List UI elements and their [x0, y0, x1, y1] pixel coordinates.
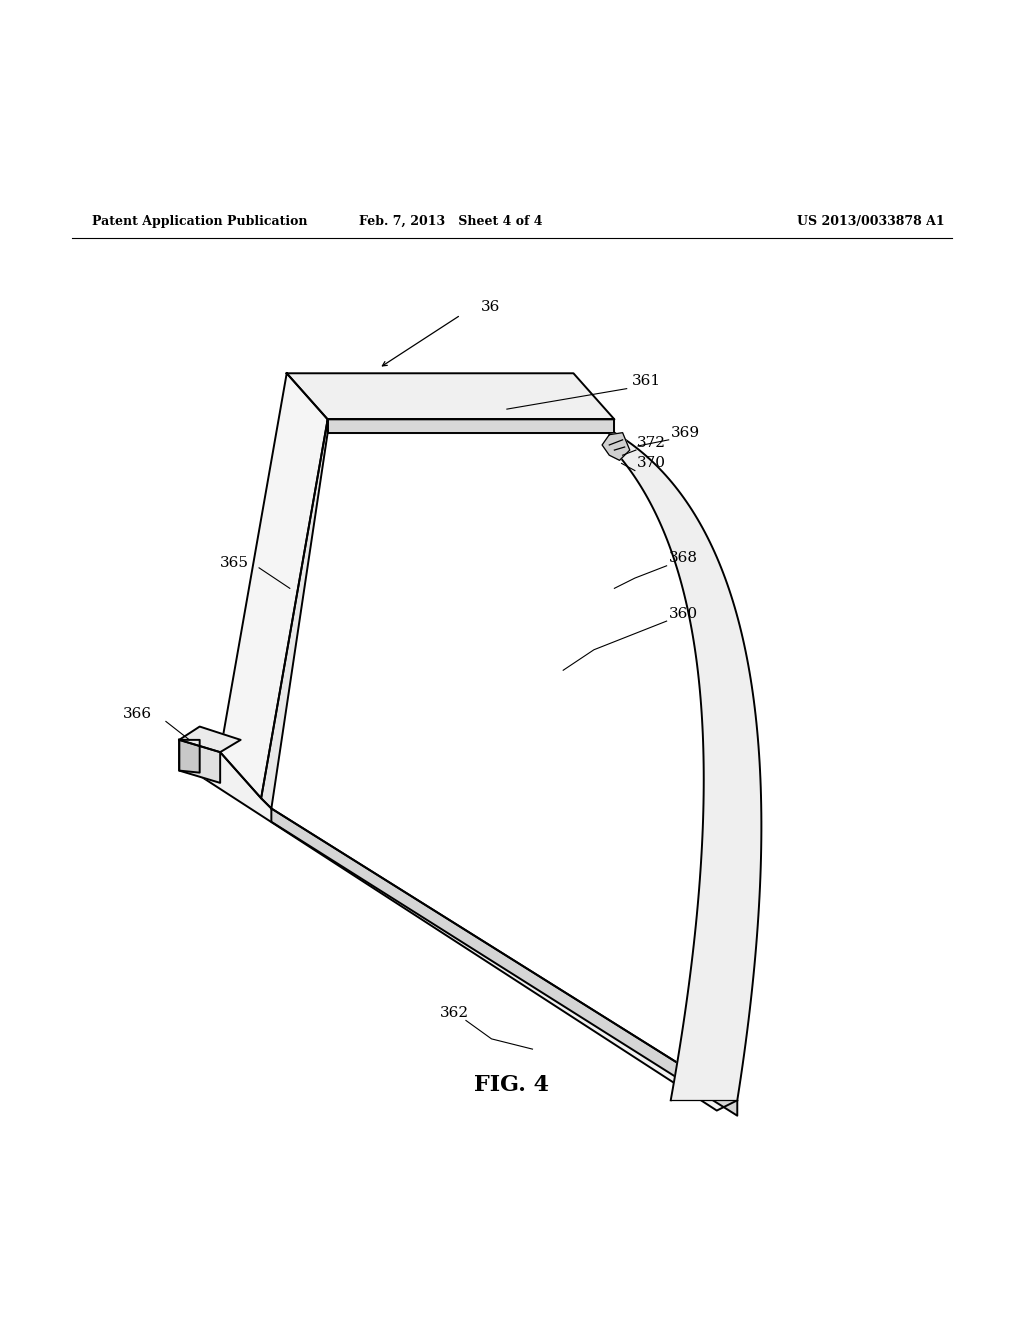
Text: FIG. 4: FIG. 4	[474, 1074, 550, 1096]
Text: 36: 36	[481, 300, 501, 314]
Text: 366: 366	[123, 708, 152, 721]
Text: US 2013/0033878 A1: US 2013/0033878 A1	[797, 215, 944, 228]
Text: 370: 370	[637, 457, 666, 470]
Text: 365: 365	[220, 556, 249, 570]
Polygon shape	[179, 752, 737, 1110]
Polygon shape	[220, 374, 328, 799]
Polygon shape	[328, 420, 614, 433]
Text: 369: 369	[671, 425, 699, 440]
Text: 362: 362	[440, 1006, 469, 1020]
Polygon shape	[179, 741, 200, 772]
Polygon shape	[287, 374, 614, 420]
Polygon shape	[271, 808, 737, 1115]
Text: 372: 372	[637, 436, 666, 450]
Text: Feb. 7, 2013   Sheet 4 of 4: Feb. 7, 2013 Sheet 4 of 4	[358, 215, 543, 228]
Text: 360: 360	[669, 607, 697, 620]
Polygon shape	[179, 741, 220, 783]
Text: 368: 368	[669, 550, 697, 565]
Text: Patent Application Publication: Patent Application Publication	[92, 215, 307, 228]
Polygon shape	[261, 420, 328, 808]
Polygon shape	[609, 433, 762, 1101]
Text: 361: 361	[632, 375, 660, 388]
Polygon shape	[179, 726, 241, 752]
Polygon shape	[602, 433, 630, 461]
